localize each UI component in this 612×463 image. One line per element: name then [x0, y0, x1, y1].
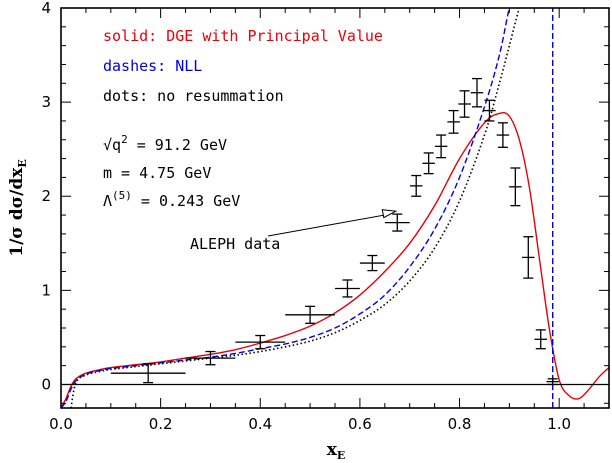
- no-resummation-curve: [70, 8, 521, 408]
- data-point: [409, 174, 423, 197]
- data-point: [285, 305, 335, 324]
- data-point: [110, 363, 186, 384]
- annotation: ALEPH data: [190, 209, 398, 253]
- data-point: [384, 213, 410, 232]
- data-points-layer: [110, 77, 559, 386]
- x-tick-label: 0.8: [448, 415, 472, 433]
- data-point: [359, 254, 385, 272]
- x-tick-label: 0.2: [149, 415, 173, 433]
- annotation-arrowhead: [381, 209, 398, 219]
- x-tick-label: 0.0: [49, 415, 73, 433]
- data-point: [434, 134, 448, 159]
- x-tick-label: 0.6: [348, 415, 372, 433]
- data-point: [335, 279, 360, 298]
- y-tick-label: 0: [41, 375, 51, 393]
- x-tick-label: 1.0: [547, 415, 571, 433]
- x-axis-title: xE: [327, 440, 346, 462]
- x-tick-label: 0.4: [248, 415, 272, 433]
- legend-solid: solid: DGE with Principal Value: [103, 27, 383, 45]
- param-sqrt-q2: √q2 = 91.2 GeV: [103, 133, 227, 154]
- y-axis-title: 1/σ dσ/dxE: [7, 159, 29, 257]
- data-point: [447, 109, 460, 134]
- data-point: [458, 90, 471, 118]
- data-point: [546, 378, 559, 386]
- data-point: [534, 329, 547, 350]
- data-point: [235, 334, 286, 350]
- data-point: [496, 122, 510, 148]
- legend-dots: dots: no resummation: [103, 87, 284, 105]
- parameters: √q2 = 91.2 GeV m = 4.75 GeV Λ(5) = 0.243…: [103, 133, 240, 210]
- data-point: [483, 99, 496, 122]
- legend: solid: DGE with Principal Value dashes: …: [103, 27, 383, 105]
- legend-dashes: dashes: NLL: [103, 57, 202, 75]
- annotation-arrow: [267, 214, 384, 237]
- data-point: [422, 152, 435, 175]
- y-tick-label: 1: [41, 281, 51, 299]
- plot-frame: [60, 7, 610, 409]
- data-point: [522, 236, 535, 279]
- data-point: [470, 77, 484, 108]
- data-point: [509, 167, 522, 207]
- data-point: [185, 350, 236, 366]
- y-tick-label: 2: [41, 187, 51, 205]
- y-tick-label: 3: [41, 93, 51, 111]
- param-mass: m = 4.75 GeV: [103, 164, 211, 182]
- param-lambda: Λ(5) = 0.243 GeV: [103, 189, 240, 210]
- annotation-label: ALEPH data: [190, 235, 280, 253]
- dge-curve: [61, 111, 609, 408]
- y-tick-label: 4: [41, 0, 51, 17]
